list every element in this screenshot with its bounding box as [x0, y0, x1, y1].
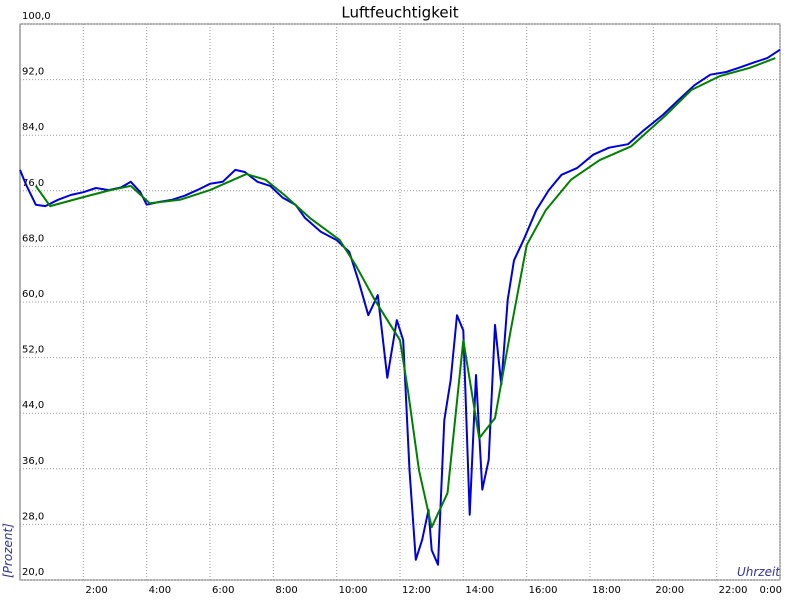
chart-title: Luftfeuchtigkeit: [341, 4, 458, 22]
x-tick-label: 22:00: [719, 585, 748, 596]
x-tick-label: 10:00: [339, 585, 368, 596]
y-tick-label: 76,0: [22, 178, 44, 189]
x-tick-label: 12:00: [402, 585, 431, 596]
y-tick-label: 92,0: [22, 67, 44, 78]
y-tick-label: 20,0: [22, 567, 44, 578]
y-axis-label: [Prozent]: [1, 523, 15, 578]
y-tick-label: 36,0: [22, 456, 44, 467]
x-tick-label: 0:00: [760, 585, 782, 596]
y-tick-label: 28,0: [22, 511, 44, 522]
y-tick-label: 60,0: [22, 289, 44, 300]
x-axis-label: Uhrzeit: [737, 565, 781, 579]
y-tick-label: 84,0: [22, 122, 44, 133]
y-tick-label: 52,0: [22, 345, 44, 356]
x-tick-label: 8:00: [275, 585, 297, 596]
x-tick-label: 14:00: [465, 585, 494, 596]
data-line: [19, 48, 781, 566]
x-tick-label: 2:00: [85, 585, 107, 596]
y-tick-label: 68,0: [22, 233, 44, 244]
x-tick-label: 4:00: [149, 585, 171, 596]
y-tick-label: 44,0: [22, 400, 44, 411]
y-tick-label: 100,0: [22, 11, 51, 22]
data-line: [34, 57, 776, 529]
x-tick-label: 16:00: [529, 585, 558, 596]
x-tick-label: 18:00: [592, 585, 621, 596]
x-tick-label: 6:00: [212, 585, 234, 596]
x-tick-label: 20:00: [655, 585, 684, 596]
